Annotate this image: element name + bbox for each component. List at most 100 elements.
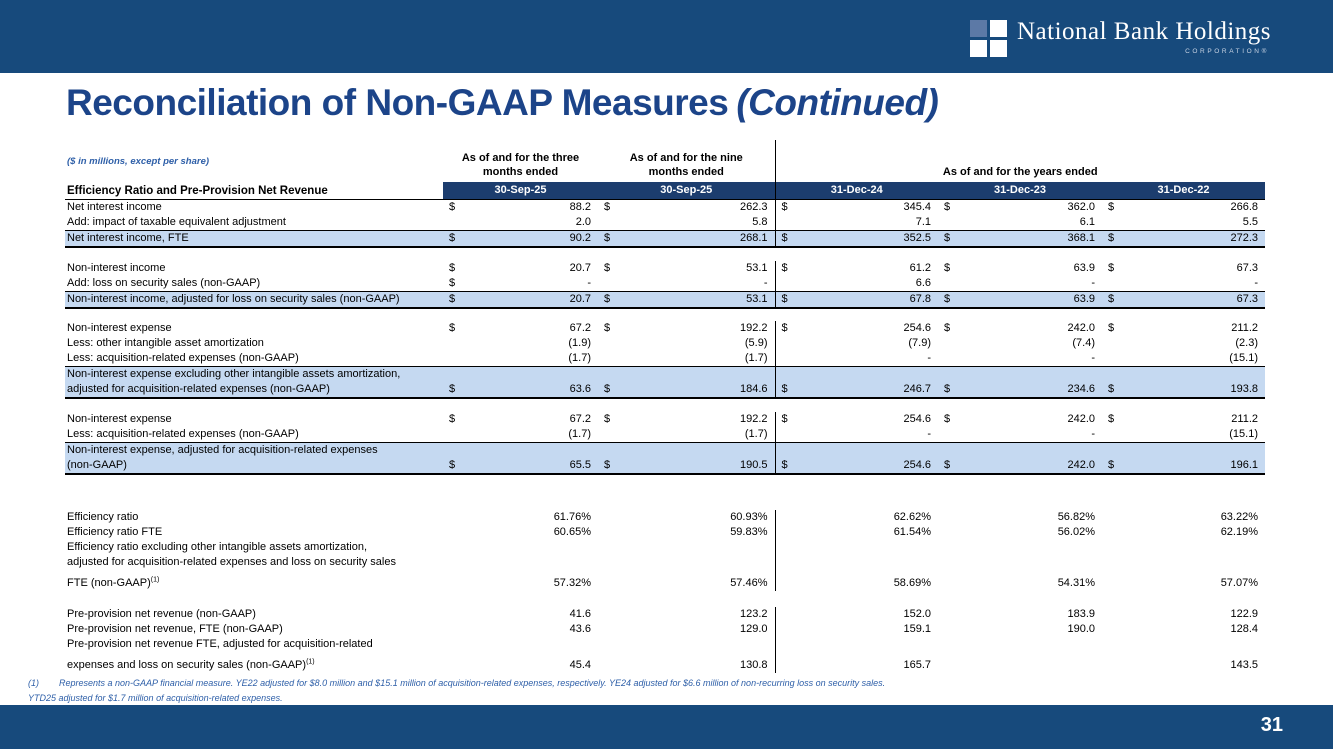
cell-value: 211.2 <box>1231 413 1258 425</box>
row-label: Less: other intangible asset amortizatio… <box>67 337 264 349</box>
cell-value: 63.6 <box>471 366 598 399</box>
cell-value: 63.22% <box>1220 511 1258 523</box>
cell-dollar-sign <box>1102 336 1132 351</box>
cell-value: 128.4 <box>1230 623 1258 635</box>
table-row: Non-interest income $20.7 $53.1 $61.2 $63.9 $… <box>65 261 1265 276</box>
col-group-three-months: As of and for the three months ended <box>443 140 598 182</box>
footnote-text-2: YTD25 adjusted for $1.7 million of acqui… <box>28 693 283 703</box>
cell-dollar-sign <box>443 525 471 540</box>
cell-value: 129.0 <box>739 623 768 635</box>
cell-value: (1.7) <box>471 427 598 443</box>
spacer-row <box>65 474 1265 510</box>
cell-dollar-sign <box>938 427 968 443</box>
cell-dollar-sign: $ <box>938 366 968 399</box>
cell-dollar-sign: $ <box>598 230 626 248</box>
date-header-dec23: 31-Dec-23 <box>938 182 1102 200</box>
cell-dollar-sign: $ <box>604 201 611 213</box>
spacer-row <box>65 247 1265 261</box>
cell-dollar-sign: $ <box>443 230 471 248</box>
cell-dollar-sign: $ <box>449 201 456 213</box>
cell-dollar-sign <box>598 637 626 673</box>
page-title: Reconciliation of Non-GAAP Measures (Cont… <box>66 82 939 124</box>
spacer-cell <box>775 474 1265 510</box>
cell-dollar-sign <box>443 351 471 367</box>
cell-value: (2.3) <box>1235 337 1258 349</box>
cell-dollar-sign <box>1102 510 1132 525</box>
spacer-cell <box>65 591 775 607</box>
cell-dollar-sign <box>598 510 626 525</box>
cell-dollar-sign <box>938 607 968 622</box>
cell-dollar-sign <box>598 336 626 351</box>
cell-dollar-sign: $ <box>1102 291 1132 309</box>
cell-value: 152.0 <box>903 608 931 620</box>
cell-value: - <box>471 276 598 292</box>
cell-value: (15.1) <box>1132 351 1265 367</box>
spacer-cell <box>65 398 775 412</box>
col-group-three-months-line2: months ended <box>482 166 559 178</box>
cell-value: 254.6 <box>805 442 938 475</box>
window-pane-icon <box>969 20 1007 57</box>
cell-value: 190.5 <box>626 442 775 475</box>
table-body: Net interest income $88.2 $262.3 $345.4 $362… <box>65 199 1265 673</box>
cell-dollar-sign: $ <box>604 413 611 425</box>
footer-bar: 31 <box>0 705 1333 749</box>
cell-dollar-sign <box>938 276 968 292</box>
cell-value: 242.0 <box>968 442 1102 475</box>
table-row: Net interest income, FTE $90.2 $268.1 $352.… <box>65 230 1265 248</box>
cell-dollar-sign <box>1102 607 1132 622</box>
page-number: 31 <box>1260 714 1283 736</box>
table-row: Add: loss on security sales (non-GAAP) $ -… <box>65 276 1265 292</box>
cell-value: 165.7 <box>903 659 931 671</box>
cell-dollar-sign: $ <box>604 322 611 334</box>
cell-value: 60.93% <box>730 511 768 523</box>
cell-dollar-sign <box>1102 427 1132 443</box>
cell-dollar-sign <box>774 607 805 622</box>
row-label: Non-interest expense, adjusted for acqui… <box>65 442 443 475</box>
table-row: Efficiency ratio excluding other intangi… <box>65 540 1265 591</box>
cell-dollar-sign: $ <box>598 291 626 309</box>
table-row: Pre-provision net revenue FTE, adjusted … <box>65 637 1265 673</box>
cell-value: (15.1) <box>1132 427 1265 443</box>
table-row: Non-interest expense $67.2 $192.2 $254.6 $24… <box>65 321 1265 336</box>
cell-value: 62.19% <box>1220 526 1258 538</box>
cell-dollar-sign: $ <box>944 322 951 334</box>
cell-value <box>968 637 1102 673</box>
table-row: Efficiency ratio 61.76% 60.93% 62.62% 56.82%… <box>65 510 1265 525</box>
cell-value: 20.7 <box>471 291 598 309</box>
row-label: Add: loss on security sales (non-GAAP) <box>65 276 443 292</box>
cell-value: 41.6 <box>569 608 591 620</box>
units-note: ($ in millions, except per share) <box>67 156 210 167</box>
cell-value: 67.2 <box>569 322 591 334</box>
footnote-marker: (1) <box>28 678 39 688</box>
row-label: Non-interest income <box>67 262 166 274</box>
table-row: Non-interest expense, adjusted for acqui… <box>65 442 1265 475</box>
cell-value: 67.8 <box>805 291 938 309</box>
cell-dollar-sign: $ <box>774 366 805 399</box>
cell-dollar-sign <box>774 637 805 673</box>
cell-dollar-sign <box>443 637 471 673</box>
cell-dollar-sign: $ <box>938 230 968 248</box>
cell-value: 123.2 <box>739 608 768 620</box>
cell-value: 60.65% <box>553 526 591 538</box>
cell-dollar-sign: $ <box>944 262 951 274</box>
date-header-dec24: 31-Dec-24 <box>774 182 938 200</box>
table-group-header-row: ($ in millions, except per share) As of … <box>65 140 1265 182</box>
cell-value: 58.69% <box>893 577 931 589</box>
cell-value: 192.2 <box>739 413 768 425</box>
cell-value: 56.02% <box>1057 526 1095 538</box>
cell-dollar-sign <box>1102 276 1132 292</box>
cell-value: 45.4 <box>569 659 591 671</box>
cell-value: - <box>805 351 938 367</box>
cell-dollar-sign: $ <box>443 442 471 475</box>
col-group-nine-months-line1: As of and for the nine <box>629 152 743 164</box>
cell-dollar-sign <box>938 540 968 591</box>
cell-dollar-sign: $ <box>449 322 456 334</box>
cell-dollar-sign <box>443 622 471 637</box>
cell-dollar-sign <box>1102 622 1132 637</box>
cell-value: 61.2 <box>909 262 931 274</box>
date-header-qtd: 30-Sep-25 <box>443 182 598 200</box>
row-label: Efficiency ratio FTE <box>67 526 163 538</box>
col-group-years: As of and for the years ended <box>774 140 1265 182</box>
cell-value: 122.9 <box>1230 608 1258 620</box>
cell-value: 5.8 <box>626 215 775 231</box>
